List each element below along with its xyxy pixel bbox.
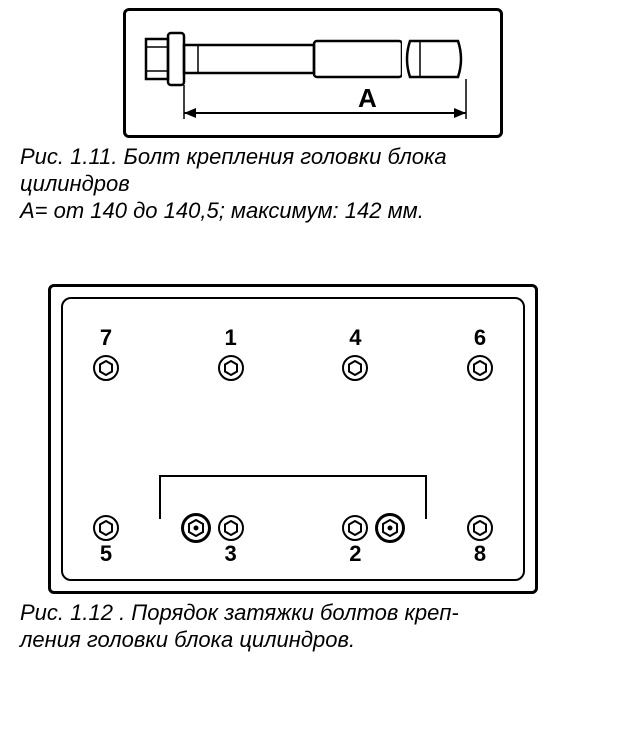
- bolt-label: 3: [225, 541, 237, 567]
- figure-1-11-caption: Рис. 1.11. Болт крепления головки блока …: [20, 144, 605, 224]
- bolt-label: 8: [474, 541, 486, 567]
- bolt-5: 5: [93, 515, 119, 571]
- caption-text: Рис. 1.12 . Порядок затяжки болтов креп-: [20, 600, 605, 627]
- figure-1-12-caption: Рис. 1.12 . Порядок затяжки болтов креп-…: [20, 600, 605, 654]
- caption-text: ления головки блока цилиндров.: [20, 627, 605, 654]
- caption-text: цилиндров: [20, 171, 605, 198]
- hex-bolt-icon: [93, 355, 119, 381]
- bolt-1: 1: [218, 325, 244, 381]
- bolt-label: 6: [474, 325, 486, 351]
- bolt-2: 2: [342, 515, 368, 571]
- hex-bolt-icon: [218, 515, 244, 541]
- bolt-6: 6: [467, 325, 493, 381]
- bolt-label: 2: [349, 541, 361, 567]
- figure-1-12-box: 7 1 4 6: [48, 284, 538, 594]
- bolt-4: 4: [342, 325, 368, 381]
- bolt-label: 4: [349, 325, 361, 351]
- bolt-8: 8: [467, 515, 493, 571]
- hex-bolt-icon: [467, 515, 493, 541]
- bolt-row-top: 7 1 4 6: [93, 325, 493, 381]
- hex-bolt-icon: [218, 355, 244, 381]
- caption-text: A= от 140 до 140,5; максимум: 142 мм.: [20, 198, 605, 225]
- bolt-row-bottom: 5 3 2 8: [93, 515, 493, 571]
- caption-text: Рис. 1.11. Болт крепления головки блока: [20, 144, 605, 171]
- hex-bolt-icon: [342, 355, 368, 381]
- hex-bolt-icon: [342, 515, 368, 541]
- bolt-label: 5: [100, 541, 112, 567]
- bolt-dimension-diagram: A: [144, 25, 484, 125]
- bolt-label: 7: [100, 325, 112, 351]
- hex-bolt-icon: [93, 515, 119, 541]
- cylinder-head-plate: 7 1 4 6: [61, 297, 525, 581]
- hex-bolt-icon: [467, 355, 493, 381]
- figure-1-11-box: A: [123, 8, 503, 138]
- bolt-7: 7: [93, 325, 119, 381]
- bolt-label: 1: [225, 325, 237, 351]
- dimension-a-label: A: [358, 83, 377, 113]
- bolt-3: 3: [218, 515, 244, 571]
